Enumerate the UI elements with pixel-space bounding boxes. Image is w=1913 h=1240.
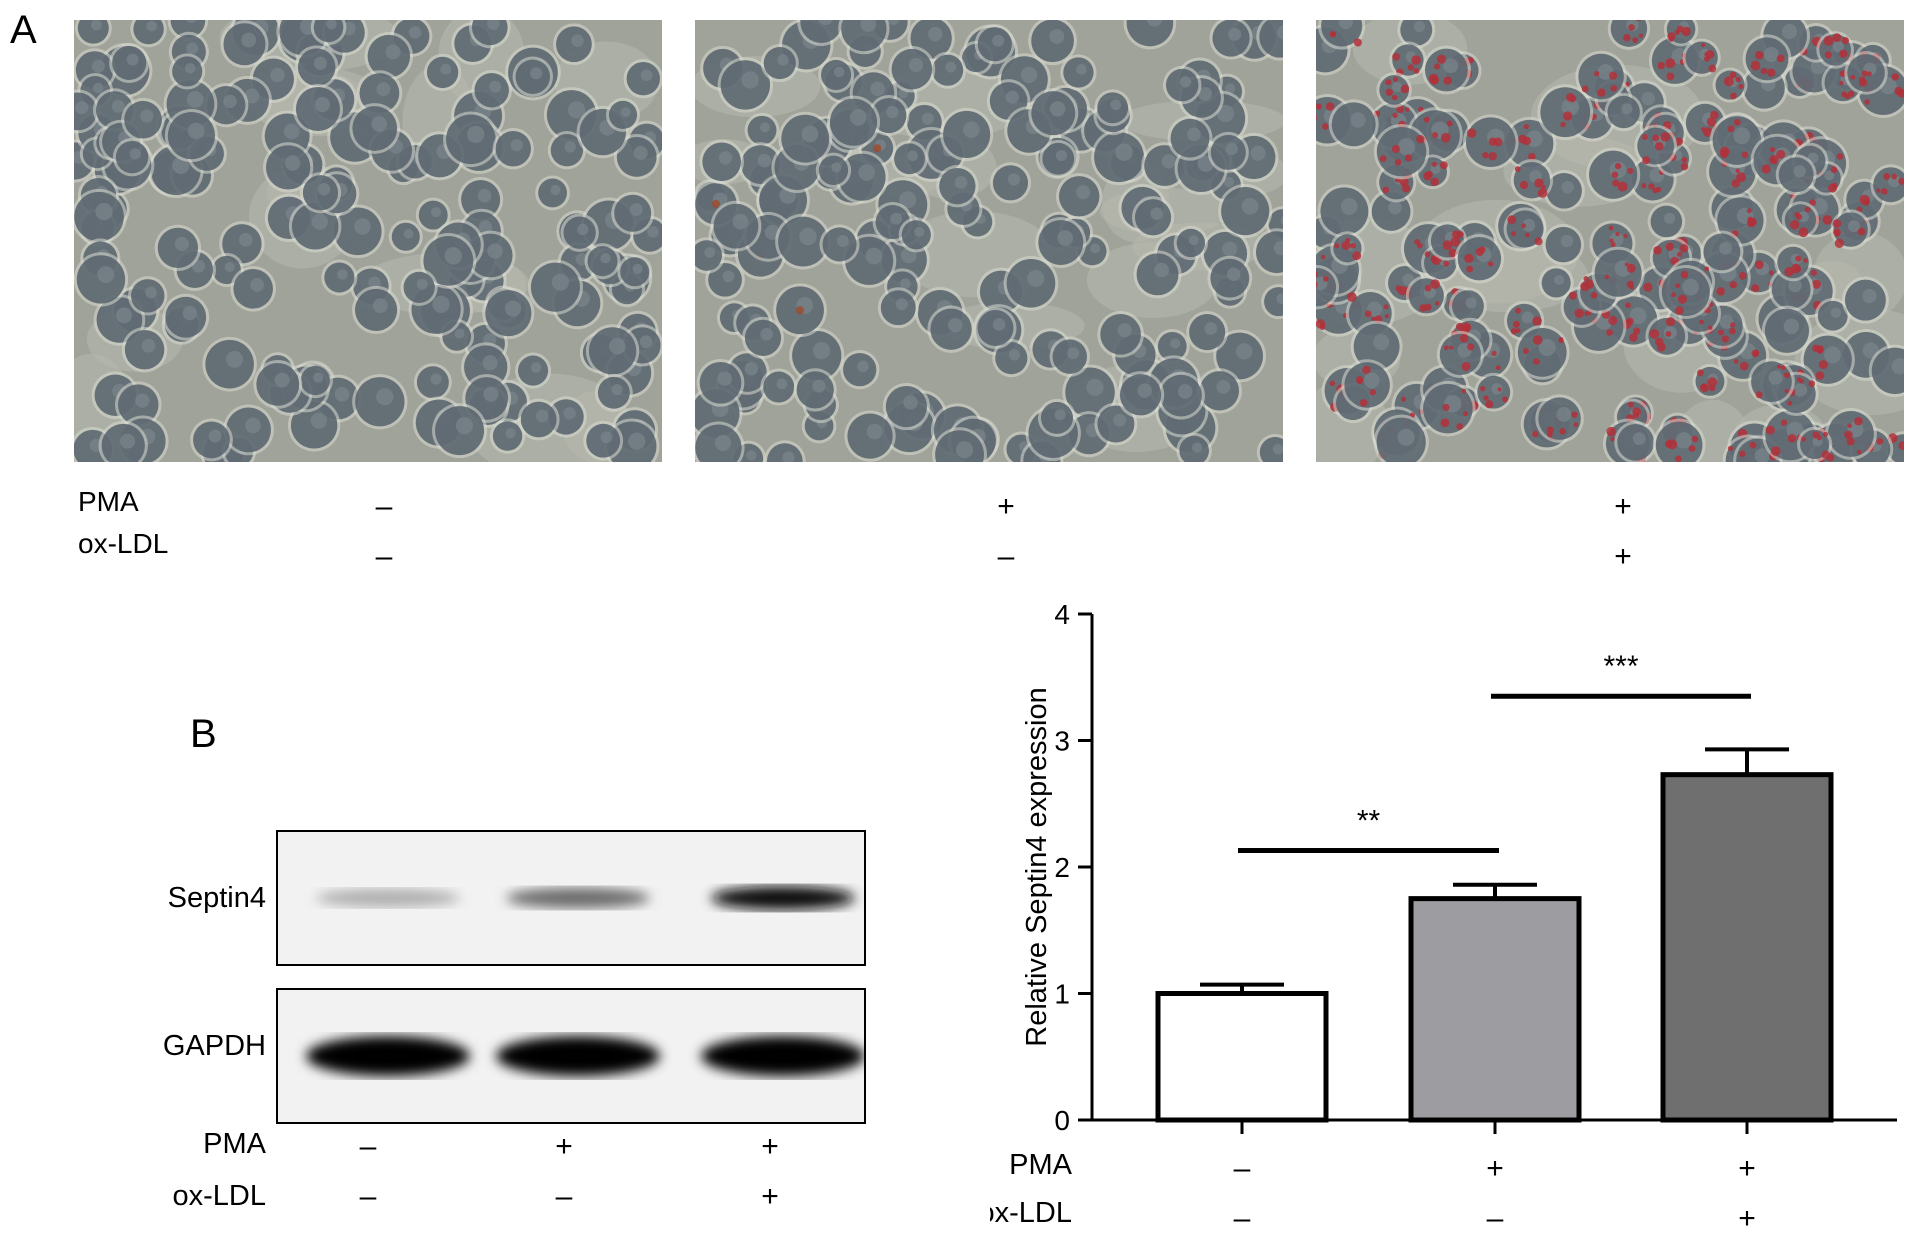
chart-pma-sign-2: + [1486, 1152, 1504, 1185]
gapdh-blot [276, 988, 866, 1124]
panel-b-pma-sign-3: + [761, 1130, 779, 1163]
significance-label-1: ** [1357, 805, 1381, 838]
septin4-band-2 [506, 887, 650, 909]
gapdh-band-2 [496, 1036, 660, 1076]
y-axis-title: Relative Septin4 expression [1021, 687, 1053, 1046]
chart-oxldl-sign-2: – [1487, 1202, 1504, 1235]
panel-b-oxldl-sign-2: – [555, 1180, 573, 1213]
gapdh-band-1 [306, 1036, 470, 1076]
y-tick-label: 0 [1054, 1105, 1070, 1136]
chart-oxldl-sign-3: + [1738, 1202, 1756, 1235]
panel-a-pma-sign-2: + [997, 490, 1015, 523]
chart-pma-sign-1: – [1234, 1152, 1251, 1185]
gapdh-label: GAPDH [162, 1030, 266, 1062]
septin4-band-1 [316, 889, 460, 907]
bar-2 [1408, 896, 1582, 1123]
micrograph-pma-oxldl [1316, 20, 1904, 462]
chart-pma-sign-3: + [1738, 1152, 1756, 1185]
micrograph-pma-oxldl-image [1316, 20, 1904, 462]
septin4-bands [316, 886, 855, 910]
panel-b-oxldl-label: ox-LDL [172, 1180, 267, 1212]
micrograph-control [74, 20, 662, 462]
panel-b-pma-sign-2: + [555, 1130, 573, 1163]
panel-a-letter: A [10, 8, 37, 52]
gapdh-band-3 [701, 1036, 864, 1076]
micrograph-pma [695, 20, 1283, 462]
panel-b-pma-sign-1: – [359, 1130, 377, 1163]
panel-a-pma-sign-3: + [1614, 490, 1632, 523]
chart-pma-label: PMA [1009, 1149, 1073, 1181]
panel-a-pma-label: PMA [78, 486, 139, 517]
micrograph-control-image [74, 20, 662, 462]
panel-b-letter: B [190, 712, 217, 756]
septin4-label: Septin4 [167, 882, 266, 914]
y-tick-label: 4 [1054, 599, 1070, 630]
panel-b-pma-label: PMA [203, 1128, 266, 1160]
panel-b-oxldl-sign-1: – [359, 1180, 377, 1213]
panel-a-oxldl-label: ox-LDL [78, 528, 169, 559]
panel-a-pma-sign-1: – [375, 490, 393, 523]
panel-a-oxldl-sign-1: – [375, 540, 393, 573]
bar-3 [1660, 772, 1834, 1123]
bar-1 [1155, 991, 1329, 1123]
panel-a-oxldl-sign-2: – [997, 540, 1015, 573]
panel-b-oxldl-sign-3: + [761, 1180, 779, 1213]
y-tick-label: 1 [1054, 979, 1070, 1010]
septin4-bar-chart: 0 1 2 3 4 Relative Septin4 expression PMA ox-LD… [990, 599, 1897, 1235]
significance-label-2: *** [1603, 650, 1638, 683]
y-tick-label: 2 [1054, 852, 1070, 883]
septin4-band-3 [711, 886, 855, 910]
septin4-blot [276, 830, 866, 966]
gapdh-bands [306, 1036, 864, 1076]
chart-oxldl-label: ox-LDL [990, 1197, 1072, 1229]
panel-a-oxldl-sign-3: + [1614, 540, 1632, 573]
y-tick-label: 3 [1054, 726, 1070, 757]
micrograph-pma-image [695, 20, 1283, 462]
chart-oxldl-sign-1: – [1234, 1202, 1251, 1235]
